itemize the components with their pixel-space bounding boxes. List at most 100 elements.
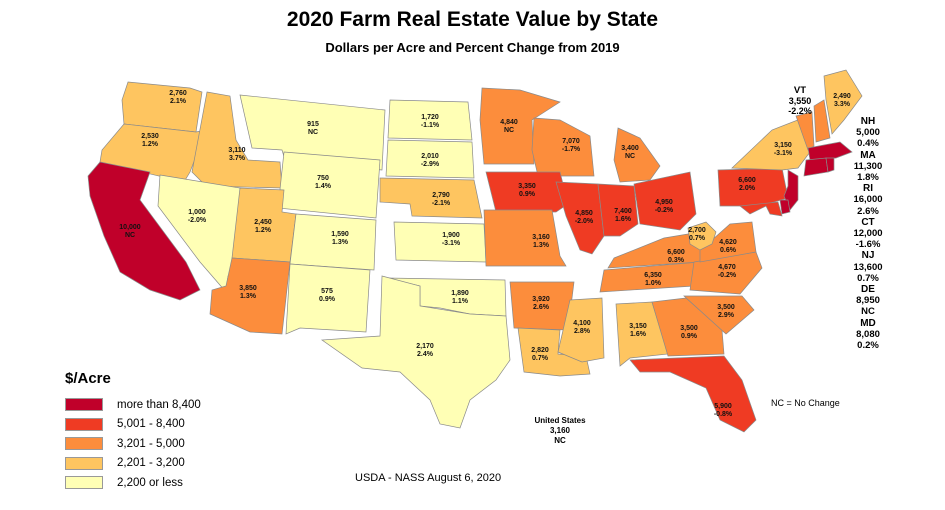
northeast-side-labels: NH 5,000 0.4% MA 11,300 1.8% RI 16,000 2.6% CT… (838, 116, 898, 351)
region-northeast (717, 69, 863, 217)
label-tn: 6,350 1.0% (644, 272, 662, 287)
map-subtitle: Dollars per Acre and Percent Change from… (325, 40, 620, 55)
vt-abbr: VT (793, 85, 807, 96)
state-az (209, 257, 291, 335)
state-la (517, 327, 591, 377)
legend-swatch (65, 456, 103, 470)
state-tx (320, 275, 511, 429)
legend-swatch (65, 437, 103, 451)
state-ks (393, 221, 487, 263)
state-oh (633, 171, 697, 231)
state-ny (731, 115, 811, 171)
state-wi (531, 117, 595, 177)
legend-item: 2,201 - 3,200 (65, 454, 201, 474)
side-ri: RI 16,000 2.6% (853, 183, 883, 217)
side-de: DE 8,950 NC (856, 284, 880, 318)
state-nh (813, 99, 831, 143)
vt-change: -2.2% (788, 106, 812, 116)
legend-item: more than 8,400 (65, 395, 201, 415)
source-note: USDA - NASS August 6, 2020 (355, 472, 502, 484)
label-wa: 2,760 2.1% (169, 90, 187, 105)
label-nm: 575 0.9% (319, 288, 336, 303)
state-mo (483, 209, 567, 267)
state-al (615, 301, 669, 367)
state-nm (285, 263, 371, 335)
label-ga: 3,500 0.9% (680, 325, 698, 340)
side-nj: NJ 13,600 0.7% (853, 250, 883, 284)
state-md (739, 201, 783, 217)
vt-value: 3,550 (788, 96, 812, 106)
us-total-change: NC (554, 436, 566, 445)
state-wv (687, 221, 717, 251)
label-ny: 3,150 -3.1% (774, 142, 793, 157)
label-id: 3,110 3.7% (228, 147, 245, 162)
legend-swatch (65, 476, 103, 490)
label-la: 2,820 0.7% (531, 347, 549, 362)
state-ga (651, 297, 725, 357)
label-ia: 3,350 0.9% (518, 183, 536, 198)
label-sd: 2,010 -2.9% (421, 153, 440, 168)
state-in (597, 183, 639, 237)
label-il: 4,850 -2.0% (575, 210, 594, 225)
label-or: 2,530 1.2% (141, 133, 159, 148)
label-oh: 4,950 -0.2% (655, 199, 674, 214)
region-south (509, 221, 763, 433)
label-ne: 2,790 -2.1% (432, 192, 451, 207)
state-me (823, 69, 863, 135)
state-fl (629, 355, 757, 433)
legend-swatch (65, 398, 103, 412)
label-nc: 4,670 -0.2% (718, 264, 737, 279)
state-sc (683, 295, 755, 335)
label-az: 3,850 1.3% (239, 285, 257, 300)
label-wy: 750 1.4% (315, 175, 332, 190)
state-ct (803, 157, 829, 177)
us-total-value: 3,160 (549, 426, 571, 435)
state-sd (385, 139, 475, 179)
us-total-label: United States (534, 416, 586, 425)
label-nv: 1,000 -2.0% (188, 209, 207, 224)
state-id (191, 91, 283, 189)
label-tx: 2,170 2.4% (416, 343, 434, 358)
label-nd: 1,720 -1.1% (421, 114, 440, 129)
label-sc: 3,500 2.9% (717, 304, 735, 319)
no-change-note: NC = No Change (771, 398, 840, 408)
label-ms: 4,100 2.8% (573, 320, 591, 335)
label-fl: 5,900 -0.8% (714, 403, 733, 418)
state-wy (277, 151, 381, 219)
state-ca (87, 161, 201, 301)
vt-label: VT 3,550 -2.2% (779, 85, 821, 117)
label-mt: 915 NC (307, 121, 319, 136)
region-midwest (479, 87, 697, 267)
state-labels: 2,760 2.1% 2,530 1.2% 10,000 NC 3,110 3.7% 1… (119, 90, 851, 418)
legend-item: 5,001 - 8,400 (65, 415, 201, 435)
state-co (289, 213, 377, 271)
label-ky: 6,600 0.3% (667, 249, 685, 264)
state-ri (825, 157, 835, 173)
state-mi (613, 127, 661, 183)
legend: $/Acre more than 8,400 5,001 - 8,400 3,2… (65, 370, 201, 493)
legend-title: $/Acre (65, 370, 111, 387)
map-title: 2020 Farm Real Estate Value by State (286, 8, 659, 31)
side-ma: MA 11,300 1.8% (853, 149, 883, 184)
label-ut: 2,450 1.2% (254, 219, 272, 234)
state-vt (795, 111, 815, 151)
state-ma (807, 141, 853, 161)
state-ia (485, 171, 569, 213)
legend-item: 2,200 or less (65, 473, 201, 493)
label-ar: 3,920 2.6% (532, 296, 550, 311)
label-me: 2,490 3.3% (833, 93, 851, 108)
label-ca: 10,000 NC (119, 224, 141, 239)
side-md: MD 8,080 0.2% (856, 317, 880, 352)
state-nd (387, 99, 473, 141)
label-wi: 7,070 -1.7% (562, 138, 581, 153)
legend-swatch (65, 417, 103, 431)
label-ok: 1,890 1.1% (451, 290, 469, 305)
label-mi: 3,400 NC (621, 145, 639, 160)
label-al: 3,150 1.6% (629, 323, 647, 338)
region-plains (320, 99, 511, 429)
state-wa (121, 81, 203, 133)
state-ne (379, 177, 483, 219)
label-wv: 2,700 0.7% (688, 227, 706, 242)
label-va: 4,620 0.6% (719, 239, 737, 254)
